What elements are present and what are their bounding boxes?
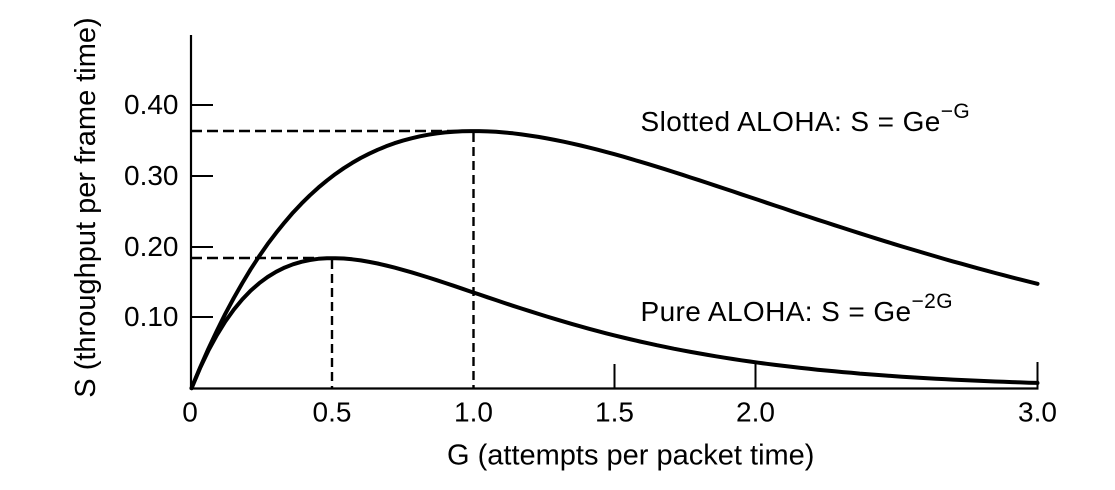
svg-text:1.5: 1.5 (595, 397, 634, 428)
svg-text:0.40: 0.40 (124, 89, 179, 120)
svg-text:G (attempts per packet time): G (attempts per packet time) (447, 440, 814, 472)
svg-text:0: 0 (182, 397, 198, 428)
svg-text:0.30: 0.30 (124, 160, 179, 191)
svg-text:S (throughput per frame time): S (throughput per frame time) (70, 17, 102, 397)
svg-text:2.0: 2.0 (736, 397, 775, 428)
svg-text:0.10: 0.10 (124, 301, 179, 332)
svg-text:0.20: 0.20 (124, 231, 179, 262)
svg-text:1.0: 1.0 (454, 397, 493, 428)
svg-text:Slotted ALOHA: S = Ge−G: Slotted ALOHA: S = Ge−G (641, 100, 971, 137)
svg-text:3.0: 3.0 (1018, 397, 1057, 428)
svg-text:Pure ALOHA: S = Ge−2G: Pure ALOHA: S = Ge−2G (641, 290, 953, 327)
svg-text:0.5: 0.5 (313, 397, 352, 428)
